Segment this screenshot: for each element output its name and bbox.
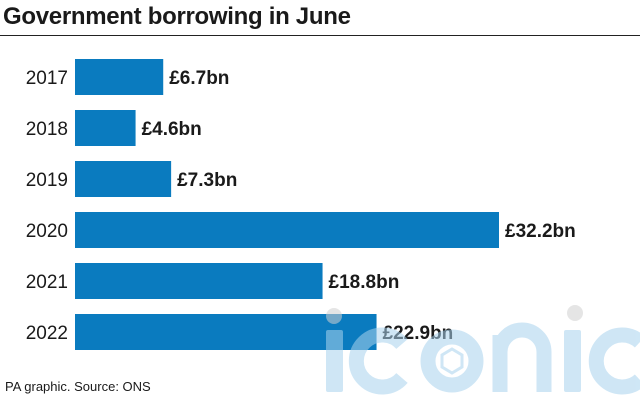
category-label-2021: 2021 — [26, 272, 68, 293]
bar-2018 — [75, 110, 136, 146]
value-label-2022: £22.9bn — [383, 323, 454, 344]
value-label-2018: £4.6bn — [142, 119, 202, 140]
category-label-2022: 2022 — [26, 323, 68, 344]
bar-2020 — [75, 212, 499, 248]
bar-2017 — [75, 59, 164, 95]
value-label-2021: £18.8bn — [329, 272, 400, 293]
source-note: PA graphic. Source: ONS — [5, 379, 151, 394]
value-labels-group: £6.7bn £4.6bn £7.3bn £32.2bn £18.8bn £22.9bn — [142, 68, 576, 344]
title-divider — [0, 35, 640, 36]
category-label-2017: 2017 — [26, 68, 68, 89]
value-label-2020: £32.2bn — [505, 221, 576, 242]
bars-group — [75, 59, 499, 350]
value-label-2019: £7.3bn — [177, 170, 237, 191]
bar-2021 — [75, 263, 323, 299]
category-label-2019: 2019 — [26, 170, 68, 191]
value-label-2017: £6.7bn — [169, 68, 229, 89]
bar-2022 — [75, 314, 377, 350]
category-label-2020: 2020 — [26, 221, 68, 242]
bar-2019 — [75, 161, 172, 197]
chart-title: Government borrowing in June — [3, 3, 351, 30]
category-label-2018: 2018 — [26, 119, 68, 140]
category-axis: 2017 2018 2019 2020 2021 2022 — [26, 68, 68, 344]
